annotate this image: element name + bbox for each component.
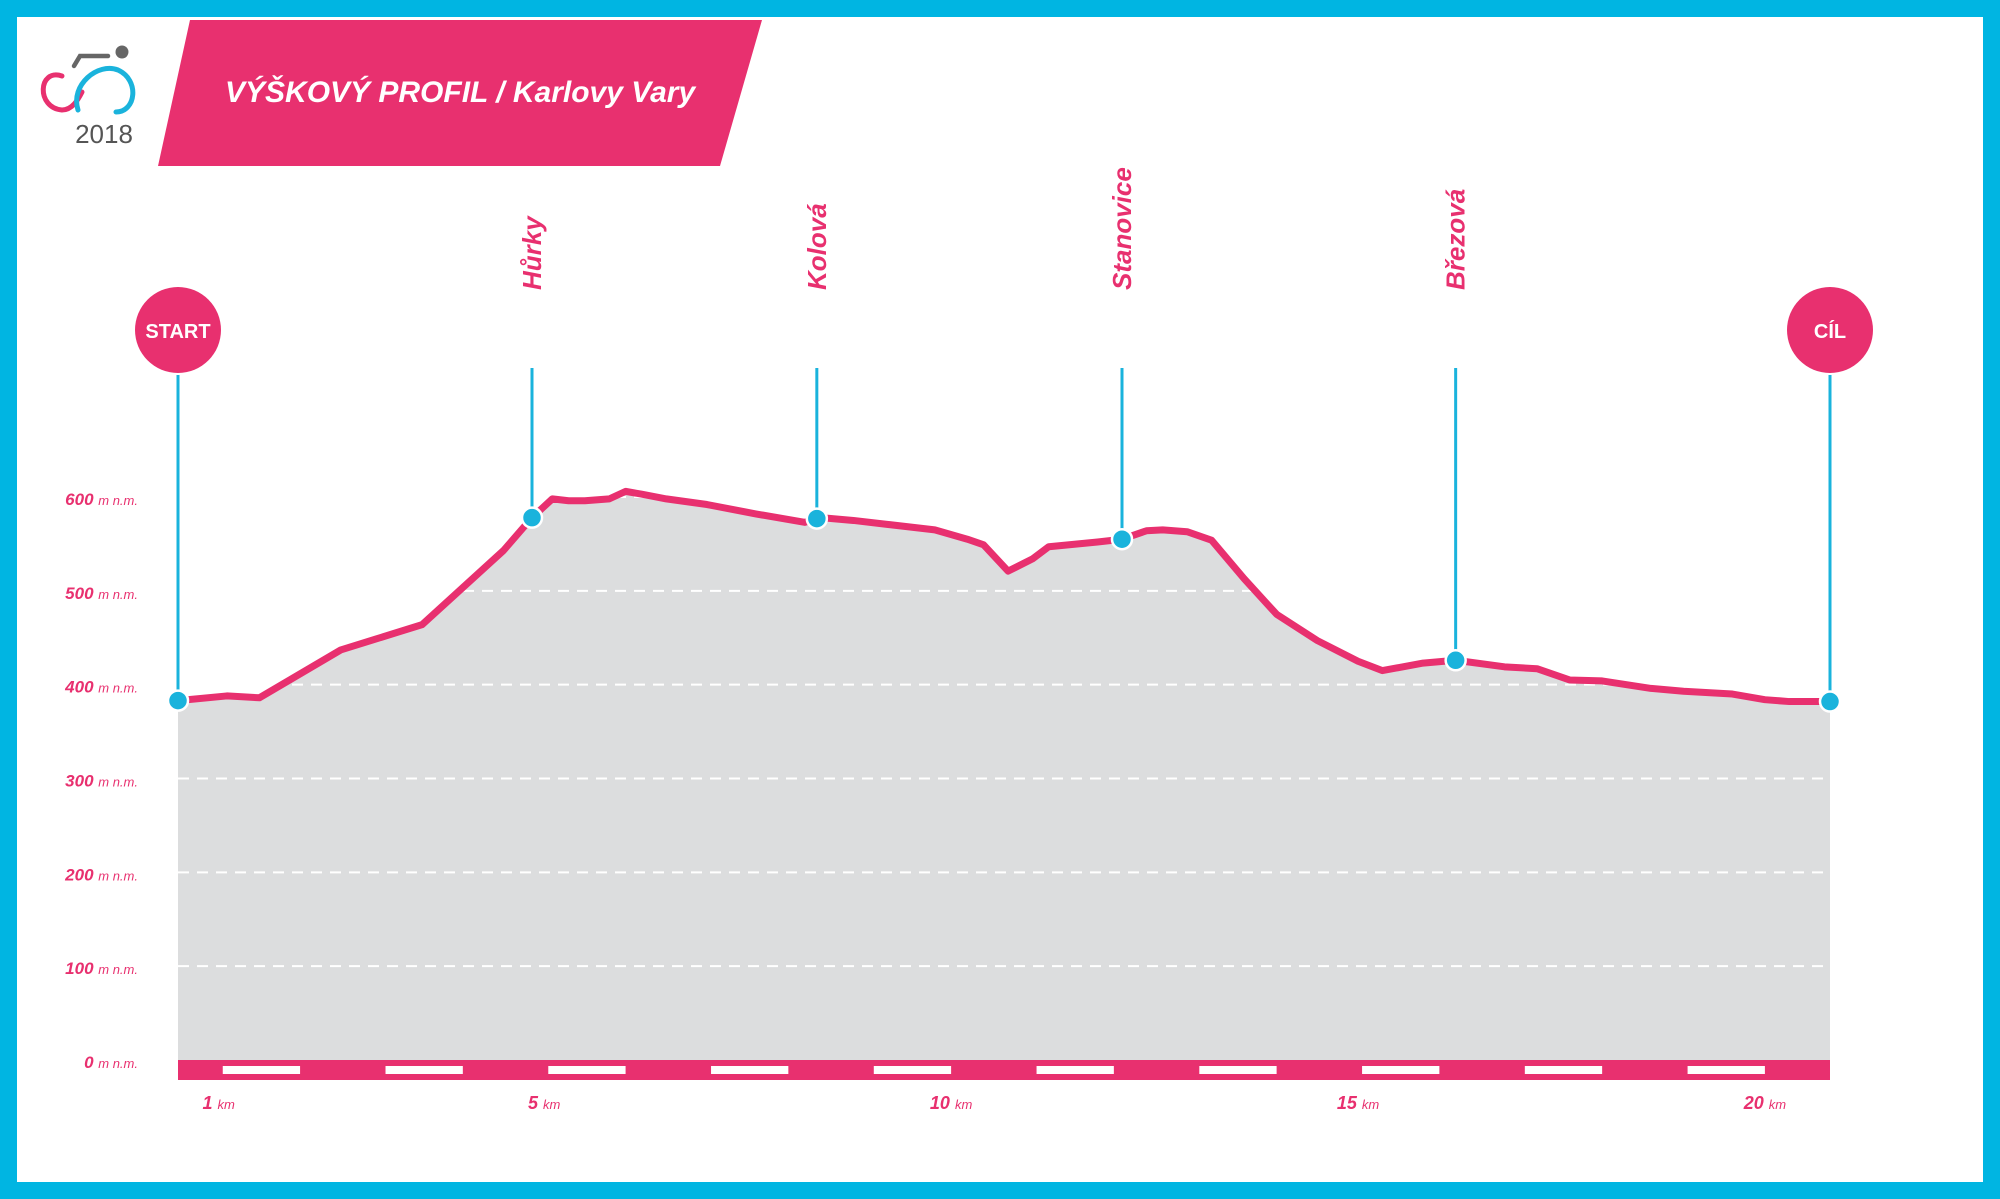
y-tick-value: 600: [65, 490, 98, 509]
waypoint-5-dot: [1818, 690, 1842, 713]
x-tick-label: 10 km: [930, 1093, 973, 1113]
waypoint-3-label: Stanovice: [1107, 167, 1137, 290]
y-tick-unit: m n.m.: [98, 681, 138, 696]
waypoint-5-label: CÍL: [1814, 320, 1846, 343]
waypoint-2-dot: [805, 507, 829, 530]
title-banner: [158, 20, 762, 166]
y-tick-value: 500: [65, 584, 98, 603]
y-tick-unit: m n.m.: [98, 962, 138, 977]
page-title: VÝŠKOVÝ PROFIL / Karlovy Vary: [225, 75, 696, 109]
y-tick-unit: m n.m.: [98, 587, 138, 602]
y-tick-unit: m n.m.: [98, 868, 138, 883]
y-tick-label: 400 m n.m.: [64, 678, 138, 697]
y-tick-label: 600 m n.m.: [65, 490, 138, 509]
distance-stripe: [222, 1066, 301, 1074]
x-tick-unit: km: [1769, 1097, 1787, 1112]
y-tick-label: 0 m n.m.: [84, 1053, 138, 1072]
distance-stripe: [1362, 1066, 1440, 1074]
distance-stripe: [1524, 1066, 1603, 1074]
x-tick-value: 5: [528, 1093, 543, 1113]
distance-stripe: [873, 1066, 952, 1074]
waypoint-0-label: START: [145, 321, 210, 343]
x-tick-label: 20 km: [1743, 1093, 1787, 1113]
x-tick-unit: km: [955, 1097, 973, 1112]
x-tick-label: 5 km: [528, 1093, 561, 1113]
y-tick-label: 200 m n.m.: [64, 865, 138, 884]
distance-stripe: [1036, 1066, 1114, 1074]
y-tick-value: 400: [64, 678, 98, 697]
elevation-area: [178, 491, 1830, 1060]
x-tick-value: 15: [1337, 1093, 1362, 1113]
y-tick-label: 300 m n.m.: [65, 772, 138, 791]
x-tick-unit: km: [543, 1097, 561, 1112]
waypoint-4-dot: [1444, 649, 1467, 672]
y-tick-label: 500 m n.m.: [65, 584, 138, 603]
cyclist-logo-icon: 2018: [40, 45, 136, 149]
x-tick-label: 1 km: [203, 1093, 236, 1113]
waypoint-2-label: Kolová: [802, 203, 832, 290]
logo-year: 2018: [75, 119, 133, 149]
distance-stripe: [1687, 1066, 1765, 1074]
x-tick-label: 15 km: [1337, 1093, 1380, 1113]
elevation-line: [174, 487, 1834, 706]
distance-stripe: [711, 1066, 789, 1074]
waypoint-5-badge: [1787, 287, 1873, 373]
y-tick-value: 100: [65, 959, 98, 978]
distance-bar: [178, 1060, 1830, 1080]
y-tick-value: 300: [65, 772, 98, 791]
x-tick-value: 20: [1743, 1093, 1769, 1113]
waypoint-1-dot: [520, 506, 544, 529]
x-tick-value: 10: [930, 1093, 955, 1113]
waypoint-3-dot: [1110, 527, 1134, 551]
distance-stripe: [385, 1066, 463, 1074]
y-tick-unit: m n.m.: [98, 775, 138, 790]
y-tick-value: 200: [64, 865, 98, 884]
x-tick-value: 1: [203, 1093, 218, 1113]
y-tick-unit: m n.m.: [98, 1056, 138, 1071]
x-tick-unit: km: [1362, 1097, 1380, 1112]
y-tick-unit: m n.m.: [98, 493, 138, 508]
y-tick-value: 0: [84, 1053, 98, 1072]
distance-stripe: [1199, 1066, 1277, 1074]
x-tick-unit: km: [218, 1097, 236, 1112]
waypoint-0-dot: [166, 689, 190, 712]
distance-stripe: [548, 1066, 626, 1074]
y-tick-label: 100 m n.m.: [65, 959, 138, 978]
waypoint-4-label: Březová: [1441, 189, 1471, 290]
waypoint-1-label: Hůrky: [517, 215, 547, 290]
waypoint-0-badge: [135, 287, 221, 373]
